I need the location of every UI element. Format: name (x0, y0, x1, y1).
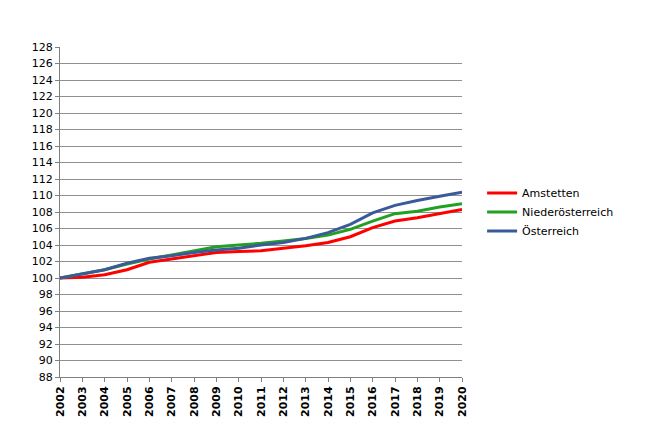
svg-text:116: 116 (32, 140, 53, 153)
svg-text:120: 120 (32, 107, 53, 120)
svg-text:2003: 2003 (76, 386, 89, 417)
svg-text:2016: 2016 (366, 386, 379, 417)
svg-text:Niederösterreich: Niederösterreich (522, 206, 613, 219)
svg-text:2002: 2002 (54, 386, 67, 417)
svg-text:110: 110 (32, 189, 53, 202)
svg-text:2013: 2013 (299, 386, 312, 417)
svg-text:100: 100 (32, 272, 53, 285)
svg-text:88: 88 (39, 371, 53, 384)
svg-text:2008: 2008 (188, 386, 201, 417)
svg-text:102: 102 (32, 255, 53, 268)
svg-text:124: 124 (32, 74, 53, 87)
svg-text:122: 122 (32, 90, 53, 103)
svg-text:96: 96 (39, 305, 53, 318)
svg-text:2012: 2012 (277, 386, 290, 417)
svg-text:2017: 2017 (389, 386, 402, 417)
svg-text:2011: 2011 (255, 386, 268, 417)
svg-text:106: 106 (32, 222, 53, 235)
svg-text:128: 128 (32, 41, 53, 54)
svg-text:Österreich: Österreich (522, 225, 579, 238)
svg-text:92: 92 (39, 338, 53, 351)
svg-text:2009: 2009 (210, 386, 223, 417)
svg-text:2005: 2005 (121, 386, 134, 417)
svg-text:118: 118 (32, 123, 53, 136)
svg-text:2006: 2006 (143, 386, 156, 417)
svg-text:114: 114 (32, 156, 53, 169)
svg-text:2020: 2020 (456, 386, 469, 417)
svg-text:126: 126 (32, 57, 53, 70)
svg-text:90: 90 (39, 354, 53, 367)
svg-text:112: 112 (32, 173, 53, 186)
svg-text:2007: 2007 (165, 386, 178, 417)
svg-text:98: 98 (39, 288, 53, 301)
svg-text:2019: 2019 (433, 386, 446, 417)
svg-text:2018: 2018 (411, 386, 424, 417)
svg-text:2004: 2004 (98, 386, 111, 417)
svg-text:2015: 2015 (344, 386, 357, 417)
svg-text:94: 94 (39, 321, 53, 334)
svg-text:2014: 2014 (322, 386, 335, 417)
svg-text:108: 108 (32, 206, 53, 219)
svg-text:104: 104 (32, 239, 53, 252)
svg-text:Amstetten: Amstetten (522, 187, 579, 200)
svg-text:2010: 2010 (232, 386, 245, 417)
